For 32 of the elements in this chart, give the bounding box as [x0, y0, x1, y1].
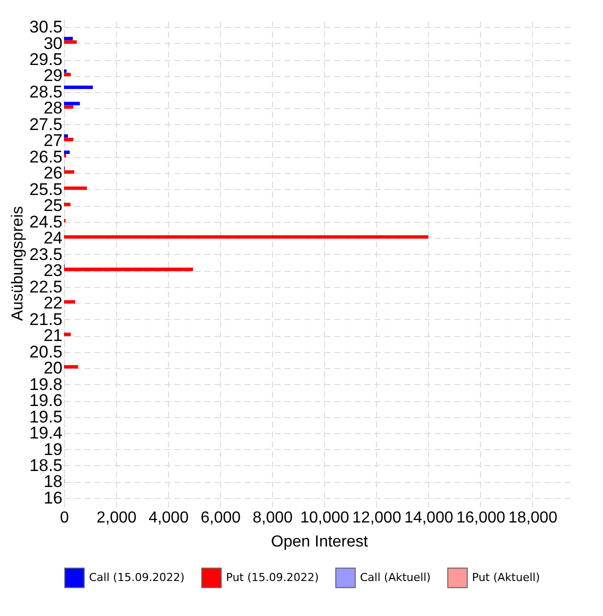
bar: [64, 170, 74, 174]
x-tick-label: 8,000: [252, 510, 293, 526]
bar: [64, 102, 80, 106]
x-tick-label: 4,000: [148, 510, 189, 526]
bar: [64, 202, 71, 206]
legend-label: Call (15.09.2022): [89, 570, 185, 584]
x-tick-label: 10,000: [300, 510, 350, 526]
legend-label: Put (Aktuell): [472, 570, 540, 584]
bar: [64, 186, 87, 190]
bar: [64, 69, 67, 73]
bar: [64, 150, 70, 154]
bar: [64, 332, 71, 336]
bar: [64, 36, 73, 40]
bar: [64, 268, 194, 272]
bar: [64, 235, 428, 239]
x-tick-label: 18,000: [508, 510, 558, 526]
x-tick-label: 6,000: [200, 510, 241, 526]
bar: [64, 300, 76, 304]
x-tick-label: 12,000: [352, 510, 402, 526]
y-axis-title: Ausübungspreis: [9, 206, 26, 321]
x-tick-label: 0: [60, 510, 70, 526]
bar: [64, 365, 78, 369]
x-tick-label: 16,000: [456, 510, 506, 526]
x-tick-label: 2,000: [96, 510, 137, 526]
bar: [64, 72, 71, 76]
legend-label: Call (Aktuell): [360, 570, 431, 584]
bar: [64, 134, 68, 138]
x-tick-label: 14,000: [404, 510, 454, 526]
bar: [64, 40, 77, 44]
legend-label: Put (15.09.2022): [226, 570, 319, 584]
bar: [64, 86, 93, 90]
x-axis-title: Open Interest: [271, 534, 369, 550]
